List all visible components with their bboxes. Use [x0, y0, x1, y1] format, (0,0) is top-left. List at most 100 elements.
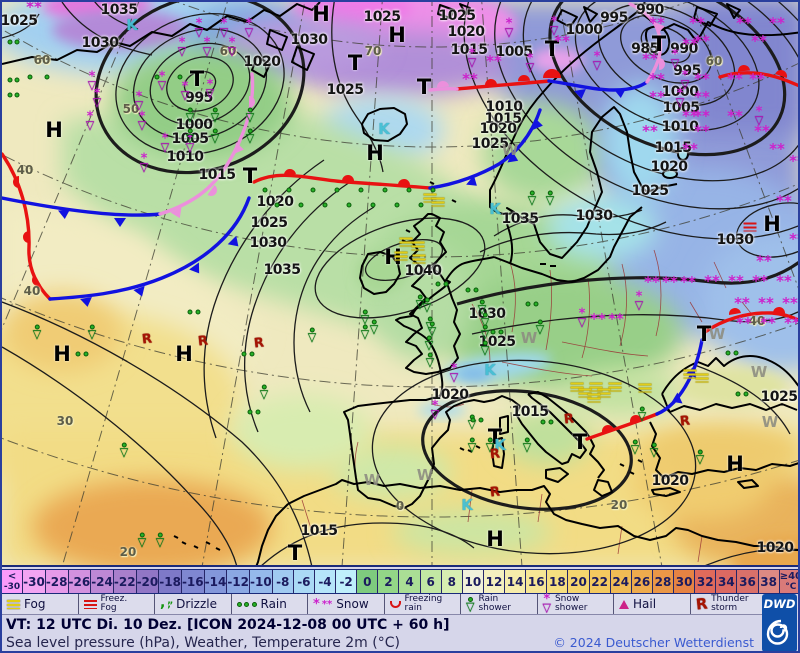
- pressure-label: 1005: [171, 131, 209, 147]
- thunderstorm-symbol: R: [679, 413, 691, 430]
- snow-shower-symbol: * ▽: [244, 16, 254, 40]
- snow-symbol: **: [754, 122, 770, 140]
- pressure-label: 995: [600, 10, 628, 26]
- snow-icon: * **: [313, 596, 333, 612]
- thunderstorm-icon: R: [694, 594, 708, 614]
- scale-cell: 10: [461, 570, 483, 593]
- pressure-center-H: H: [726, 452, 744, 476]
- snow-shower-symbol: * ▽: [87, 69, 97, 93]
- legend-label-line: shower: [554, 603, 588, 613]
- freezing-rain-icon: [389, 600, 401, 608]
- rain-symbol: [75, 351, 89, 357]
- scale-cell-label: 32: [696, 574, 714, 589]
- scale-cell: < -30: [2, 570, 23, 593]
- scale-cell-label: -6: [297, 574, 311, 589]
- snow-shower-symbol: * ▽: [754, 104, 764, 128]
- rain-symbol: [525, 301, 539, 307]
- legend-label-line: Fog: [100, 603, 117, 613]
- pressure-center-T: T: [696, 322, 712, 346]
- snow-symbol: **: [727, 107, 743, 125]
- scale-cell: -2: [335, 570, 357, 593]
- pressure-label: 1010: [661, 119, 699, 135]
- scale-cell: 32: [694, 570, 716, 593]
- graticule-label: 40: [23, 284, 41, 298]
- legend-item-fog: Fog: [2, 594, 78, 614]
- legend-label: Rain: [261, 598, 287, 610]
- snow-symbol: **: [682, 35, 698, 53]
- fog-symbol: [608, 382, 622, 392]
- snow-shower-symbol: * ▽: [227, 35, 237, 59]
- scale-cell: 24: [609, 570, 631, 593]
- fronts: [2, 2, 798, 441]
- snow-symbol: **: [782, 294, 798, 312]
- pressure-center-H: H: [388, 23, 406, 47]
- rain-symbol: [187, 309, 201, 315]
- legend-item-hail: Hail: [613, 594, 690, 614]
- rain-symbol: [725, 350, 739, 356]
- pressure-center-H: H: [763, 212, 781, 236]
- rain-shower-symbol: ▽: [638, 406, 646, 422]
- rain-shower-symbol: ▽: [546, 190, 554, 206]
- snow-shower-symbol: * ▽: [202, 35, 212, 59]
- scale-cell-label: -4: [318, 574, 332, 589]
- graticule-label: 70: [364, 44, 382, 58]
- scale-cell: 12: [482, 570, 505, 593]
- pressure-label: 1005: [662, 100, 700, 116]
- rain-symbol: [540, 419, 554, 425]
- legend-label: Freez. Fog: [100, 594, 128, 614]
- pressure-label: 1025: [363, 9, 401, 25]
- snow-symbol: **: [689, 14, 705, 32]
- legend-item-snow: * ** Snow: [307, 594, 384, 614]
- rain-shower-symbol: ▽: [631, 439, 639, 455]
- snow-symbol: **: [704, 272, 720, 290]
- scale-cell-label: 6: [426, 574, 435, 589]
- scale-cell-label: -12: [227, 574, 249, 589]
- pressure-label: 1010: [485, 99, 523, 115]
- snow-symbol: **: [608, 310, 624, 328]
- pressure-label: 1030: [575, 208, 613, 224]
- pressure-center-T: T: [487, 425, 503, 449]
- rain-shower-symbol: ▽: [33, 324, 41, 340]
- rain-symbol: [435, 281, 449, 287]
- scale-cell-label: 38: [760, 574, 777, 589]
- snow-symbol: **: [642, 122, 658, 140]
- pressure-label: 1000: [175, 117, 213, 133]
- rain-symbol: [44, 74, 50, 80]
- snow-shower-symbol: * ▽: [157, 69, 167, 93]
- graticule-label: 20: [119, 545, 137, 559]
- scale-cell-label: 34: [718, 574, 735, 589]
- pressure-center-H: H: [366, 141, 384, 165]
- pressure-center-T: T: [347, 51, 363, 75]
- snow-shower-symbol: * ▽: [185, 131, 195, 155]
- rain-symbol: [310, 187, 316, 193]
- fog-symbol: [578, 388, 592, 398]
- scale-cell: -14: [203, 570, 227, 593]
- rain-shower-symbol: ▽: [186, 128, 194, 144]
- scale-cell-label: -24: [91, 574, 113, 589]
- legend-item-rain: Rain: [230, 594, 308, 614]
- rain-shower-symbol: ▽: [425, 335, 433, 351]
- scale-cell-label: -10: [250, 574, 272, 589]
- scale-cell: 6: [419, 570, 441, 593]
- rain-symbol: [241, 351, 255, 357]
- legend-label-line: Fog: [24, 597, 46, 611]
- rain-symbol: [14, 92, 20, 98]
- airmass-label-K: K: [494, 436, 506, 454]
- pressure-center-H: H: [384, 245, 402, 269]
- pressure-label: 1005: [495, 44, 533, 60]
- rain-shower-symbol: ▽: [308, 327, 316, 343]
- pressure-label: 1030: [290, 32, 328, 48]
- pressure-label: 990: [636, 2, 664, 18]
- thunderstorm-symbol: R: [141, 331, 153, 348]
- pressure-label: 1030: [81, 35, 119, 51]
- pressure-center-T: T: [416, 75, 432, 99]
- legend-item-freezing-rain: Freezing rain: [383, 594, 461, 614]
- snow-symbol: **: [728, 272, 744, 290]
- rain-shower-symbol: ▽: [186, 107, 194, 123]
- airmass-label-K: K: [126, 16, 138, 34]
- scale-cell-label: 36: [739, 574, 756, 589]
- scale-cell: 0: [356, 570, 378, 593]
- snow-shower-symbol: * ▽: [549, 14, 559, 38]
- graticule-label: 60: [33, 53, 51, 67]
- scale-cell-label2: -30: [3, 581, 21, 592]
